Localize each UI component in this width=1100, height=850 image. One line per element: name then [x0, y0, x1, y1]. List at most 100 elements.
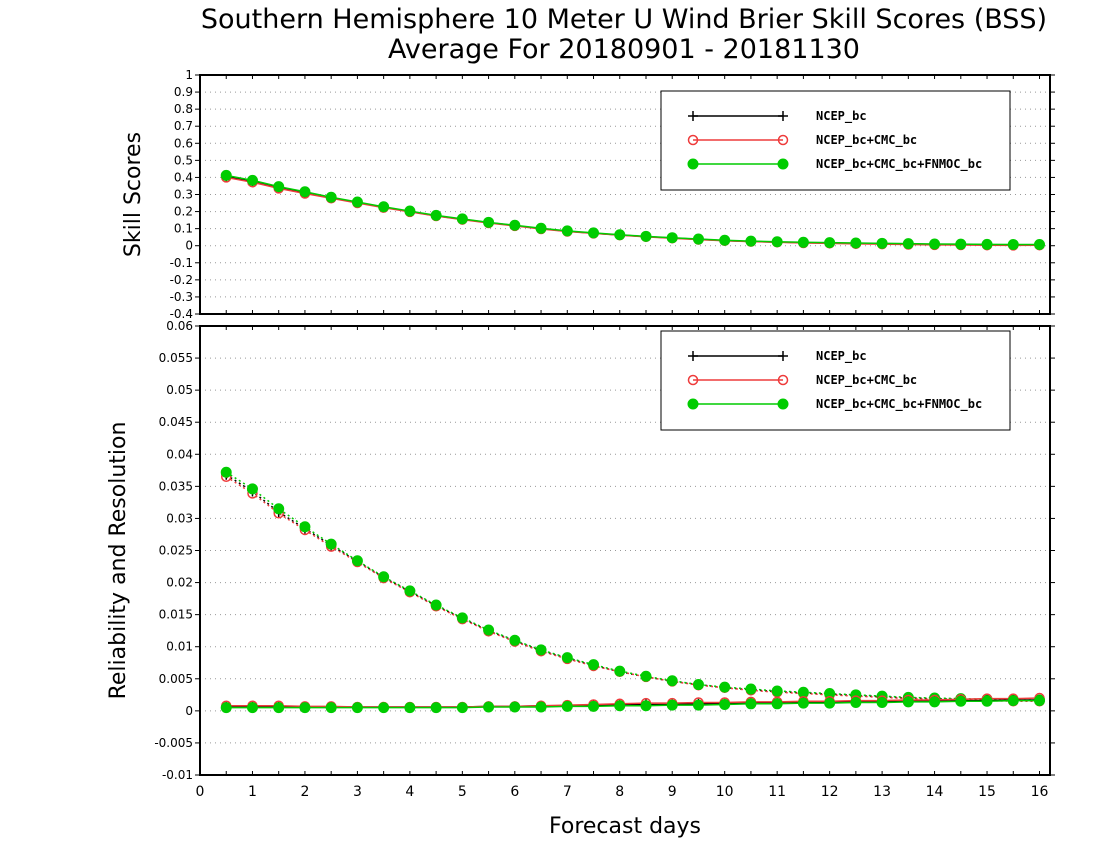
legend-label: NCEP_bc	[816, 109, 867, 124]
data-point	[797, 236, 809, 248]
data-point	[614, 700, 626, 712]
data-point	[666, 232, 678, 244]
legend-marker	[777, 398, 789, 410]
x-tick-label: 1	[248, 784, 257, 800]
data-point	[1007, 695, 1019, 707]
data-point	[299, 186, 311, 198]
chart-title-line2: Average For 20180901 - 20181130	[388, 34, 860, 65]
data-point	[666, 699, 678, 711]
y-tick-label: 0.005	[159, 672, 193, 686]
data-point	[299, 521, 311, 533]
skill-scores-legend: NCEP_bc NCEP_bc+CMC_bc NCEP_bc+CMC_bc+FNMO…	[660, 90, 1011, 191]
data-point	[430, 599, 442, 611]
data-point	[456, 213, 468, 225]
data-point	[797, 697, 809, 709]
data-point	[561, 652, 573, 664]
y-tick-label: -0.005	[154, 736, 193, 750]
data-point	[430, 209, 442, 221]
data-point	[509, 219, 521, 231]
data-point	[850, 237, 862, 249]
y-tick-label: 0.3	[174, 188, 193, 202]
x-tick-label: 3	[353, 784, 362, 800]
data-point	[745, 683, 757, 695]
legend-marker	[777, 374, 789, 386]
data-point	[981, 238, 993, 250]
data-point	[692, 679, 704, 691]
y-tick-label: 0	[185, 239, 193, 253]
data-point	[273, 181, 285, 193]
y-tick-label: -0.2	[170, 273, 193, 287]
y-tick-label: -0.1	[170, 256, 193, 270]
x-tick-label: 16	[1031, 784, 1049, 800]
data-point	[955, 695, 967, 707]
legend-marker	[687, 398, 699, 410]
y-tick-label: 0.02	[166, 576, 193, 590]
data-point	[273, 503, 285, 515]
data-point	[692, 699, 704, 711]
data-point	[902, 238, 914, 250]
y-tick-label: 0.035	[159, 479, 193, 493]
data-point	[692, 233, 704, 245]
x-tick-label: 13	[873, 784, 891, 800]
data-point	[719, 698, 731, 710]
data-point	[588, 700, 600, 712]
data-point	[246, 483, 258, 495]
y-tick-label: 0.055	[159, 351, 193, 365]
data-point	[325, 191, 337, 203]
legend-marker	[688, 351, 698, 361]
data-point	[771, 698, 783, 710]
y-tick-label: 0.025	[159, 544, 193, 558]
y-tick-label: -0.3	[170, 290, 193, 304]
data-point	[220, 702, 232, 714]
data-point	[561, 225, 573, 237]
data-point	[404, 702, 416, 714]
y-tick-label: 0.5	[174, 153, 193, 167]
reliability-resolution-frame	[199, 325, 1051, 776]
data-point	[719, 681, 731, 693]
data-point	[273, 702, 285, 714]
y-tick-label: 0.03	[166, 511, 193, 525]
data-point	[378, 201, 390, 213]
y-tick-label: 0.2	[174, 205, 193, 219]
data-point	[378, 571, 390, 583]
x-tick-label: 7	[563, 784, 572, 800]
legend-marker	[687, 374, 699, 386]
data-point	[246, 702, 258, 714]
y-tick-label: -0.4	[170, 307, 193, 321]
y-tick-label: 0.4	[174, 170, 193, 184]
data-point	[378, 702, 390, 714]
chart-title-line1: Southern Hemisphere 10 Meter U Wind Brie…	[201, 4, 1047, 35]
data-point	[483, 216, 495, 228]
x-tick-label: 4	[405, 784, 414, 800]
data-point	[404, 585, 416, 597]
data-point	[876, 697, 888, 709]
skill-scores-frame	[199, 74, 1051, 315]
y-tick-label: -0.01	[162, 768, 193, 782]
data-point	[483, 701, 495, 713]
data-point	[850, 697, 862, 709]
legend-marker	[688, 111, 698, 121]
x-tick-label: 2	[300, 784, 309, 800]
data-point	[299, 702, 311, 714]
y-tick-label: 1	[185, 68, 193, 82]
data-point	[509, 634, 521, 646]
skill-scores-grid	[200, 91, 1050, 298]
data-point	[220, 466, 232, 478]
x-tick-label: 5	[458, 784, 467, 800]
data-point	[745, 698, 757, 710]
data-point	[640, 670, 652, 682]
data-point	[614, 665, 626, 677]
forecast-days-x-ticks: 0 1 2 3 4 5 6 7 8 9 10 11 12 13 14 15 16	[196, 784, 1049, 800]
data-point	[588, 659, 600, 671]
data-point	[246, 174, 258, 186]
data-point	[1034, 239, 1046, 251]
reliability-resolution-grid	[200, 357, 1050, 744]
x-tick-label: 10	[716, 784, 734, 800]
data-point	[561, 700, 573, 712]
y-tick-label: 0.06	[166, 319, 193, 333]
data-point	[902, 696, 914, 708]
legend-marker	[687, 158, 699, 170]
legend-label: NCEP_bc+CMC_bc	[816, 373, 917, 388]
legend-marker	[778, 351, 788, 361]
